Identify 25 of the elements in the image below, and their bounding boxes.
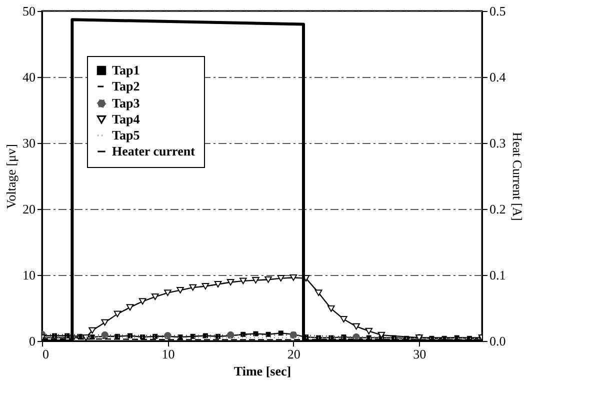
- legend-label: Tap4: [112, 112, 140, 126]
- legend-label: Tap1: [112, 62, 140, 78]
- y-tick-label: 20: [22, 202, 36, 216]
- x-tick-label: 20: [287, 346, 300, 362]
- y2-axis-title: Heat Current [A]: [510, 132, 525, 221]
- y2-tick-label: 0.3: [490, 136, 506, 150]
- legend-label: Tap2: [112, 78, 140, 94]
- y2-tick-label: 0.2: [490, 202, 506, 216]
- y-tick-label: 40: [22, 70, 36, 84]
- x-tick-label: 10: [162, 346, 175, 362]
- y2-tick-label: 0.1: [490, 268, 506, 282]
- legend-label: Tap3: [112, 96, 140, 110]
- x-axis-title: Time [sec]: [234, 364, 292, 378]
- y-tick-label: 10: [22, 268, 36, 282]
- y2-tick-label: 0.5: [490, 4, 506, 18]
- y-axis-title: Voltage [μv]: [4, 144, 18, 209]
- legend-label: Heater current: [112, 144, 196, 158]
- y-tick-label: 50: [22, 4, 36, 18]
- y-tick-label: 30: [22, 136, 36, 150]
- legend-label: Tap5: [112, 128, 140, 142]
- y-tick-label: 0: [29, 334, 36, 348]
- y2-tick-label: 0.4: [490, 70, 506, 84]
- x-tick-label: 30: [413, 346, 426, 362]
- y2-tick-label: 0.0: [490, 334, 506, 348]
- x-tick-label: 0: [42, 346, 49, 362]
